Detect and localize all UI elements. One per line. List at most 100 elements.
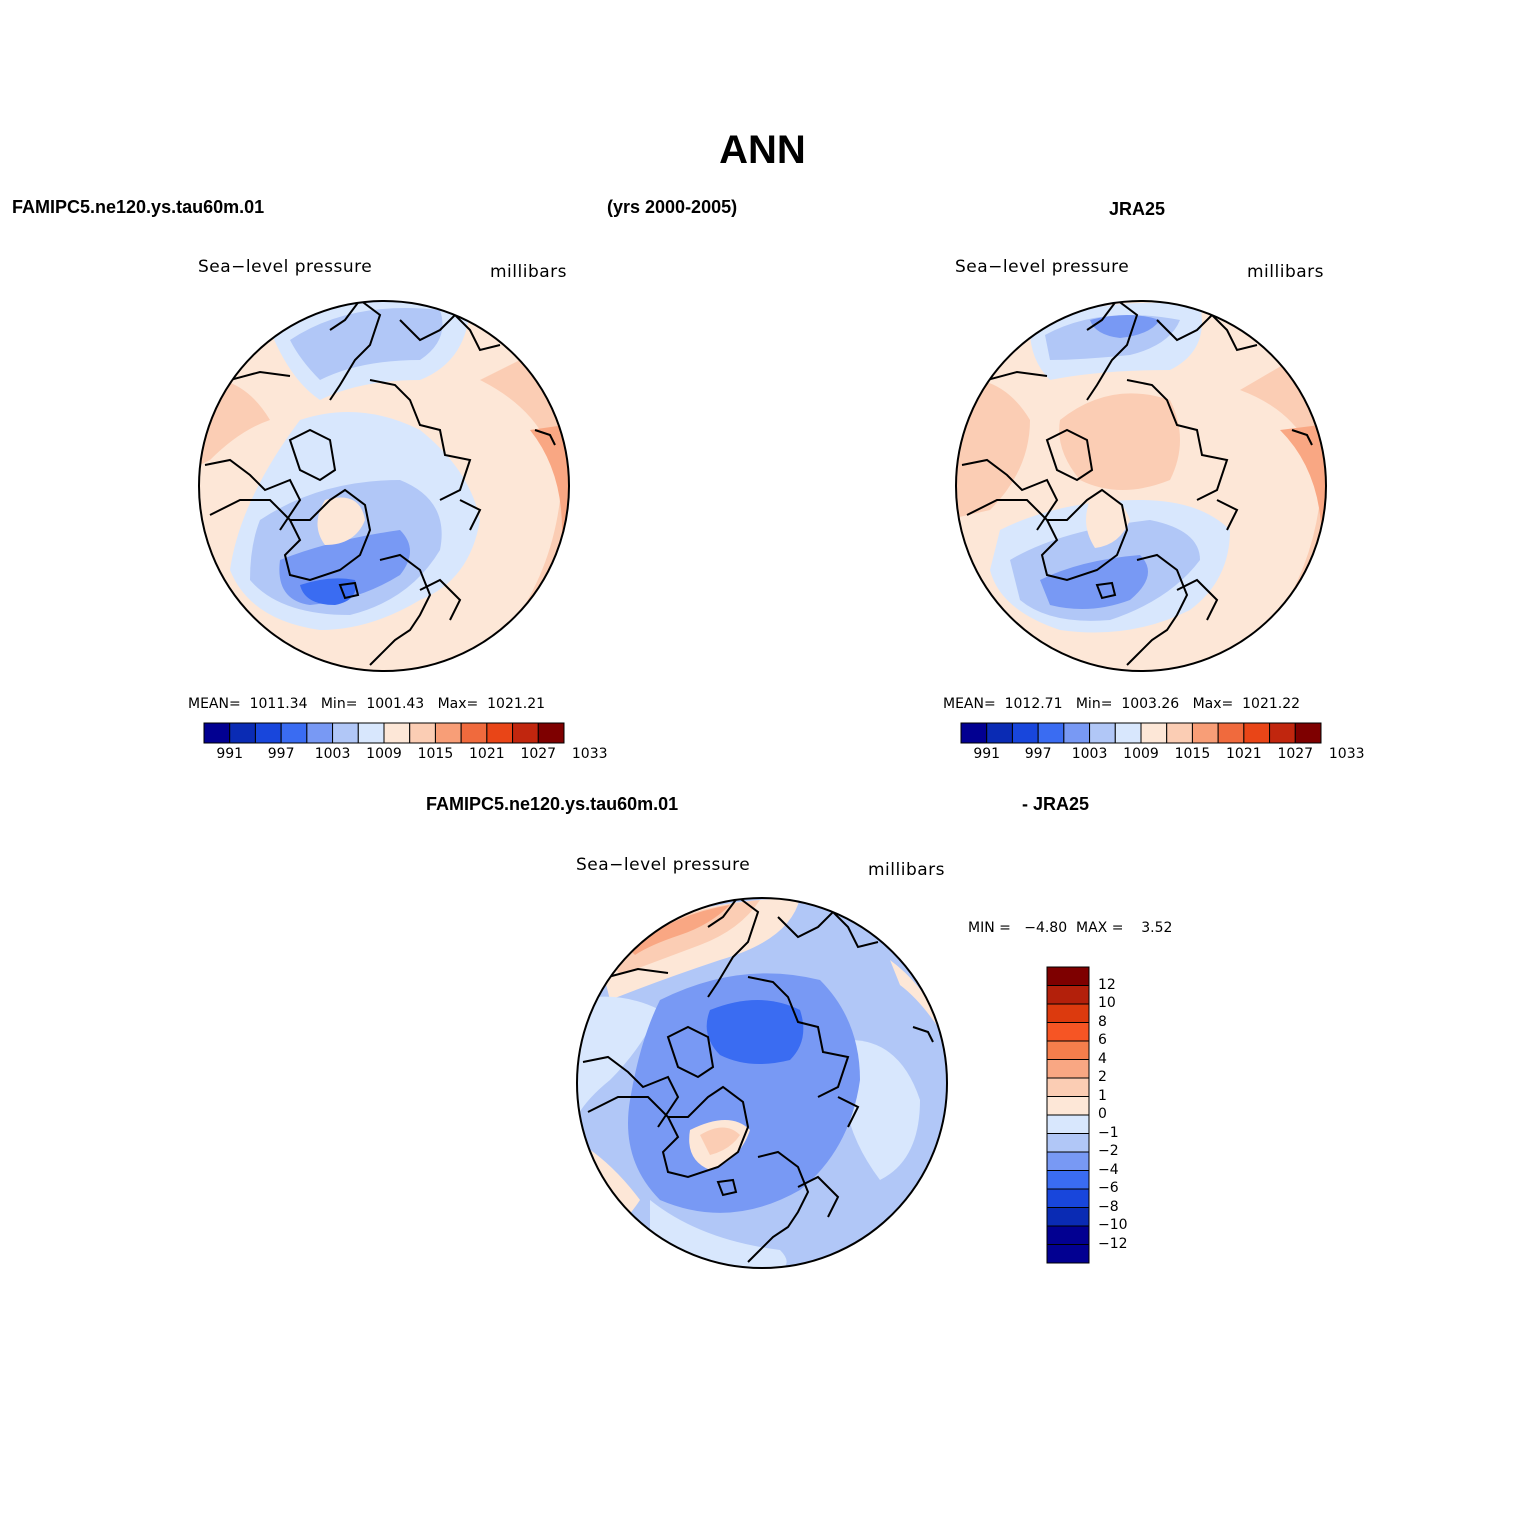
colorbar-swatch: [1046, 1225, 1090, 1245]
map3-stats: MIN = −4.80 MAX = 3.52: [968, 920, 1173, 936]
map1-units-label: millibars: [490, 262, 568, 282]
colorbar-swatch: [254, 722, 282, 744]
colorbar-swatch: [1046, 1022, 1090, 1042]
colorbar-tick-label: −4: [1098, 1161, 1119, 1178]
map1-coastlines: [204, 301, 556, 666]
colorbar-tick-label: −1: [1098, 1124, 1119, 1141]
colorbar-tick-label: −8: [1098, 1198, 1119, 1215]
colorbar-swatch: [1046, 966, 1090, 986]
colorbar-swatch: [1114, 722, 1142, 744]
colorbar-swatch: [203, 722, 231, 744]
colorbar-swatch: [1046, 1244, 1090, 1264]
colorbar-swatch: [383, 722, 411, 744]
colorbar-tick-label: −10: [1098, 1217, 1128, 1233]
colorbar-tick-label: 0: [1098, 1106, 1107, 1122]
colorbar-tick-label: 6: [1098, 1032, 1107, 1048]
colorbar-tick-label: 1015: [1174, 746, 1211, 762]
colorbar-tick-label: 997: [267, 746, 295, 762]
map3-units-label: millibars: [868, 860, 946, 880]
colorbar-swatch: [1191, 722, 1219, 744]
colorbar-tick-label: 2: [1098, 1069, 1107, 1085]
colorbar-swatch: [1243, 722, 1271, 744]
colorbar-tick-label: 997: [1024, 746, 1052, 762]
colorbar-swatch: [960, 722, 988, 744]
colorbar-swatch: [332, 722, 359, 744]
colorbar-swatch: [1046, 1114, 1090, 1134]
colorbar-tick-label: 991: [216, 746, 244, 762]
figure-title: ANN: [719, 128, 806, 172]
colorbar-tick-label: 991: [973, 746, 1001, 762]
colorbar-swatch: [229, 722, 256, 744]
colorbar-swatch: [434, 722, 462, 744]
colorbar-swatch: [357, 722, 385, 744]
colorbar-swatch: [986, 722, 1013, 744]
colorbar-tick-label: 1009: [1123, 746, 1159, 762]
colorbar-tick-label: −12: [1098, 1235, 1128, 1252]
map1-variable-label: Sea−level pressure: [198, 257, 373, 277]
colorbar-swatch: [1046, 1151, 1090, 1171]
map2-colorbar: [960, 722, 1322, 744]
years-label: (yrs 2000-2005): [607, 197, 738, 217]
colorbar-swatch: [486, 722, 514, 744]
map2-contour-field: [956, 301, 1326, 671]
diff-obs-label: - JRA25: [1022, 794, 1090, 814]
map2-stats: MEAN= 1012.71 Min= 1003.26 Max= 1021.22: [943, 696, 1301, 712]
colorbar-swatch: [1011, 722, 1039, 744]
colorbar-tick-label: 1027: [520, 746, 557, 762]
colorbar-tick-label: 1003: [314, 746, 351, 762]
obs-label: JRA25: [1109, 199, 1166, 219]
colorbar-swatch: [1037, 722, 1065, 744]
model-case-label: FAMIPC5.ne120.ys.tau60m.01: [12, 197, 265, 217]
map3-variable-label: Sea−level pressure: [576, 855, 751, 875]
colorbar-tick-label: 1015: [417, 746, 454, 762]
colorbar-swatch: [1294, 722, 1322, 744]
colorbar-swatch: [409, 722, 436, 744]
diff-colorbar: [1046, 966, 1090, 1264]
colorbar-swatch: [1046, 1077, 1090, 1097]
colorbar-swatch: [1063, 722, 1091, 744]
colorbar-tick-label: −2: [1098, 1143, 1119, 1159]
map3-coastlines: [582, 898, 934, 1263]
map2-coastlines: [961, 301, 1313, 666]
colorbar-tick-label: 8: [1098, 1013, 1107, 1030]
colorbar-tick-label: 1021: [1226, 746, 1262, 762]
colorbar-tick-label: 1009: [366, 746, 402, 762]
colorbar-swatch: [1046, 985, 1090, 1005]
colorbar-swatch: [1046, 1003, 1090, 1023]
diff-colorbar-labels: 12 10 8 6 4 2 1 0 −1 −2 −4 −6 −8 −10 −12: [1096, 966, 1156, 1266]
colorbar-swatch: [1046, 1096, 1090, 1116]
colorbar-tick-label: −6: [1098, 1180, 1119, 1196]
colorbar-swatch: [1046, 1188, 1090, 1208]
map2-colorbar-labels: 991 997 1003 1009 1015 1021 1027 1033: [957, 746, 1364, 766]
colorbar-swatch: [1166, 722, 1193, 744]
map2-units-label: millibars: [1247, 262, 1325, 282]
colorbar-tick-label: 10: [1098, 995, 1116, 1011]
colorbar-tick-label: 1033: [571, 746, 608, 762]
colorbar-tick-label: 1003: [1071, 746, 1108, 762]
colorbar-tick-label: 1027: [1277, 746, 1314, 762]
map1-colorbar-labels: 991 997 1003 1009 1015 1021 1027 1033: [200, 746, 607, 766]
colorbar-swatch: [1046, 1059, 1090, 1079]
colorbar-swatch: [280, 722, 308, 744]
colorbar-swatch: [1089, 722, 1116, 744]
map2-variable-label: Sea−level pressure: [955, 257, 1130, 277]
colorbar-swatch: [1046, 1040, 1090, 1060]
colorbar-swatch: [1046, 1133, 1090, 1153]
map3-contour-field: [577, 898, 947, 1268]
colorbar-tick-label: 1021: [469, 746, 505, 762]
colorbar-tick-label: 1033: [1328, 746, 1365, 762]
colorbar-swatch: [1140, 722, 1168, 744]
map1-stats: MEAN= 1011.34 Min= 1001.43 Max= 1021.21: [188, 696, 546, 712]
colorbar-swatch: [460, 722, 488, 744]
map1-colorbar: [203, 722, 565, 744]
colorbar-tick-label: 4: [1098, 1050, 1107, 1067]
colorbar-swatch: [1269, 722, 1296, 744]
colorbar-swatch: [1046, 1170, 1090, 1190]
colorbar-tick-label: 12: [1098, 976, 1116, 993]
colorbar-swatch: [512, 722, 539, 744]
colorbar-tick-label: 1: [1098, 1087, 1107, 1104]
map1-contour-field: [199, 301, 569, 671]
colorbar-swatch: [306, 722, 334, 744]
colorbar-swatch: [1046, 1207, 1090, 1227]
